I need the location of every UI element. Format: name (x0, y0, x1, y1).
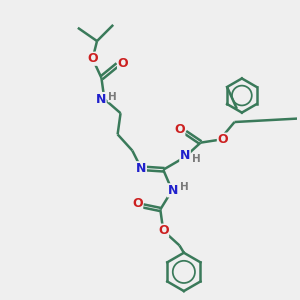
Text: N: N (180, 149, 190, 162)
Text: H: H (180, 182, 189, 192)
Text: O: O (132, 197, 143, 210)
Text: N: N (167, 184, 178, 197)
Text: N: N (136, 162, 146, 175)
Text: H: H (108, 92, 117, 102)
Text: O: O (87, 52, 98, 65)
Text: O: O (158, 224, 169, 237)
Text: N: N (96, 93, 106, 106)
Text: O: O (218, 133, 228, 146)
Text: O: O (174, 123, 185, 136)
Text: O: O (118, 57, 128, 70)
Text: H: H (192, 154, 201, 164)
